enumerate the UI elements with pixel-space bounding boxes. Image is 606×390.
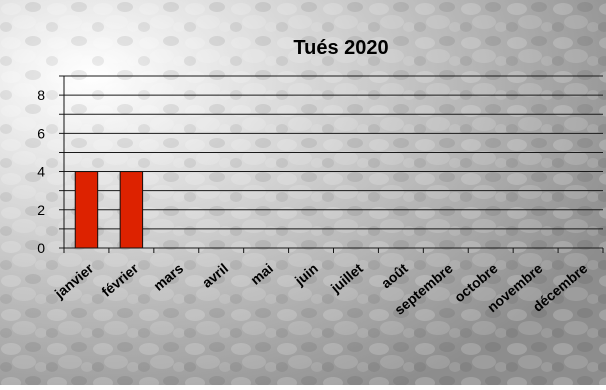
y-tick-label: 6 (37, 125, 45, 141)
y-tick-label: 4 (37, 164, 45, 180)
bar (119, 171, 144, 249)
y-tick-label: 8 (37, 87, 45, 103)
bar (74, 171, 99, 249)
y-tick-label: 2 (37, 202, 45, 218)
gridlines (59, 75, 603, 249)
y-tick-label: 0 (37, 240, 45, 256)
axes (63, 76, 604, 253)
bars (74, 171, 144, 249)
y-tick-labels: 0 2 4 6 8 (37, 87, 45, 256)
chart-title: Tués 2020 (293, 37, 388, 59)
